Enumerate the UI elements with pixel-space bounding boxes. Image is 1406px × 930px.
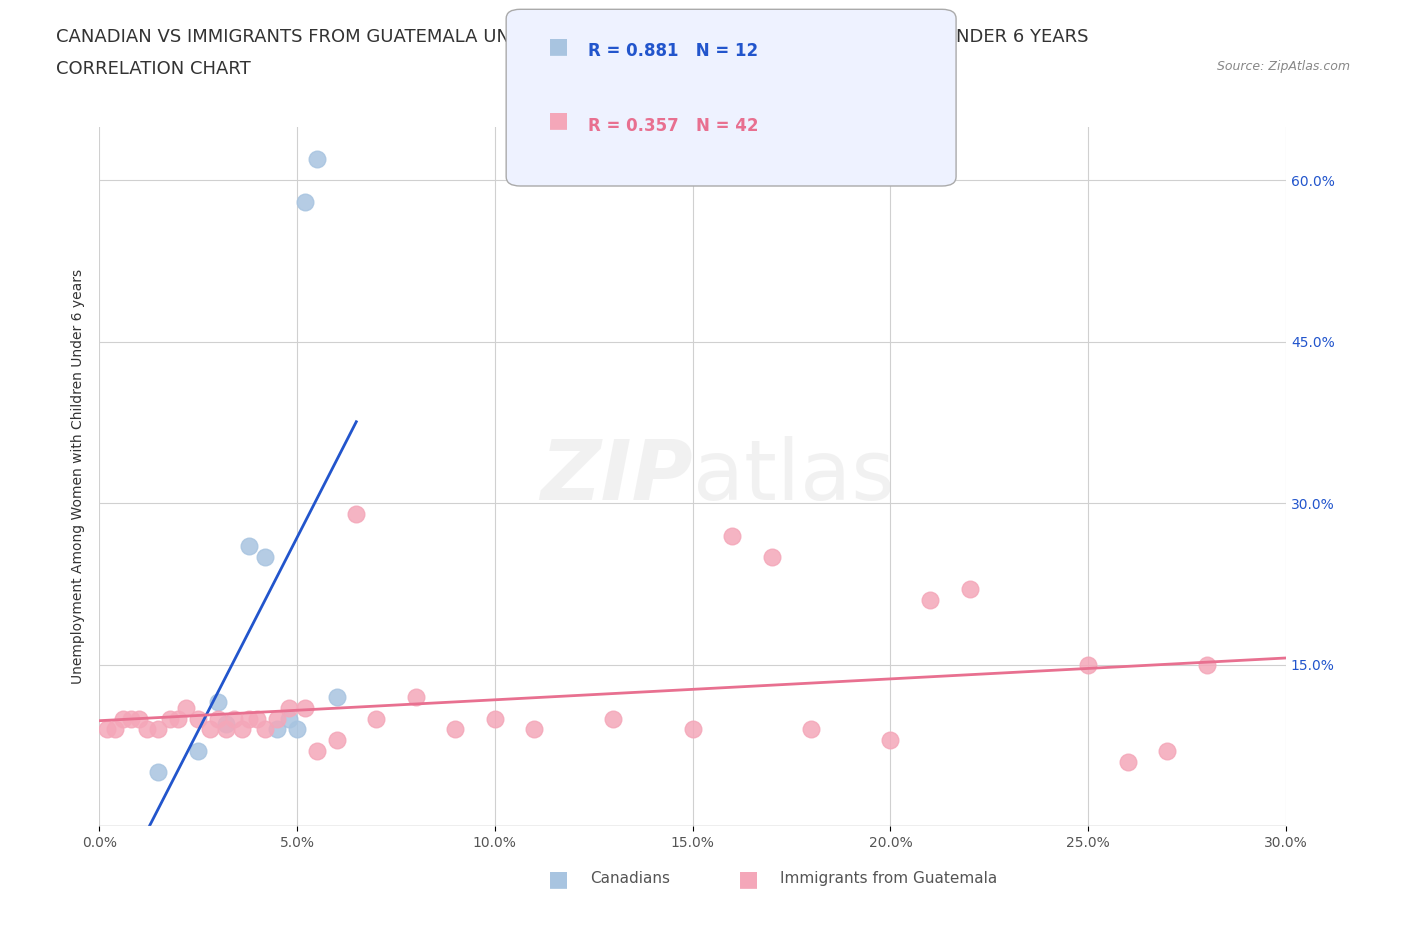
Point	[148, 764, 170, 779]
Point	[682, 722, 704, 737]
Point	[207, 695, 229, 710]
Point	[800, 722, 823, 737]
Text: ■: ■	[548, 110, 569, 130]
Point	[238, 711, 260, 726]
Text: ZIP: ZIP	[540, 436, 693, 517]
Point	[187, 743, 209, 758]
Text: atlas: atlas	[693, 436, 894, 517]
Text: Source: ZipAtlas.com: Source: ZipAtlas.com	[1216, 60, 1350, 73]
Point	[879, 733, 901, 748]
Point	[1156, 743, 1178, 758]
Point	[484, 711, 506, 726]
Point	[207, 711, 229, 726]
Point	[1195, 658, 1218, 672]
Point	[215, 722, 238, 737]
Point	[246, 711, 269, 726]
Point	[305, 743, 328, 758]
Point	[96, 722, 118, 737]
Point	[444, 722, 467, 737]
Point	[238, 538, 260, 553]
Point	[1116, 754, 1139, 769]
Point	[254, 722, 277, 737]
Point	[135, 722, 157, 737]
Point	[344, 507, 367, 522]
Point	[1077, 658, 1099, 672]
Point	[285, 722, 308, 737]
Text: ■: ■	[548, 869, 569, 889]
Point	[266, 722, 288, 737]
Point	[128, 711, 150, 726]
Text: Canadians: Canadians	[591, 871, 671, 886]
Point	[761, 550, 783, 565]
Point	[305, 152, 328, 166]
Y-axis label: Unemployment Among Women with Children Under 6 years: Unemployment Among Women with Children U…	[72, 269, 86, 684]
Point	[215, 716, 238, 731]
Point	[111, 711, 134, 726]
Point	[364, 711, 387, 726]
Text: ■: ■	[548, 35, 569, 56]
Text: CANADIAN VS IMMIGRANTS FROM GUATEMALA UNEMPLOYMENT AMONG WOMEN WITH CHILDREN UND: CANADIAN VS IMMIGRANTS FROM GUATEMALA UN…	[56, 28, 1088, 46]
Point	[222, 711, 245, 726]
Point	[254, 550, 277, 565]
Point	[198, 722, 221, 737]
Point	[266, 711, 288, 726]
Text: ■: ■	[738, 869, 759, 889]
Point	[405, 689, 427, 704]
Point	[959, 582, 981, 597]
Point	[294, 700, 316, 715]
Text: Immigrants from Guatemala: Immigrants from Guatemala	[780, 871, 998, 886]
Point	[278, 700, 301, 715]
Point	[159, 711, 181, 726]
Point	[120, 711, 142, 726]
Point	[231, 722, 253, 737]
Point	[523, 722, 546, 737]
Point	[187, 711, 209, 726]
Point	[602, 711, 624, 726]
Point	[918, 592, 941, 607]
Point	[167, 711, 190, 726]
Point	[721, 528, 744, 543]
Point	[325, 689, 347, 704]
Point	[278, 711, 301, 726]
Text: CORRELATION CHART: CORRELATION CHART	[56, 60, 252, 78]
Text: R = 0.357   N = 42: R = 0.357 N = 42	[588, 117, 758, 135]
Point	[294, 194, 316, 209]
Point	[148, 722, 170, 737]
Point	[104, 722, 127, 737]
Point	[174, 700, 197, 715]
Text: R = 0.881   N = 12: R = 0.881 N = 12	[588, 43, 758, 60]
Point	[325, 733, 347, 748]
